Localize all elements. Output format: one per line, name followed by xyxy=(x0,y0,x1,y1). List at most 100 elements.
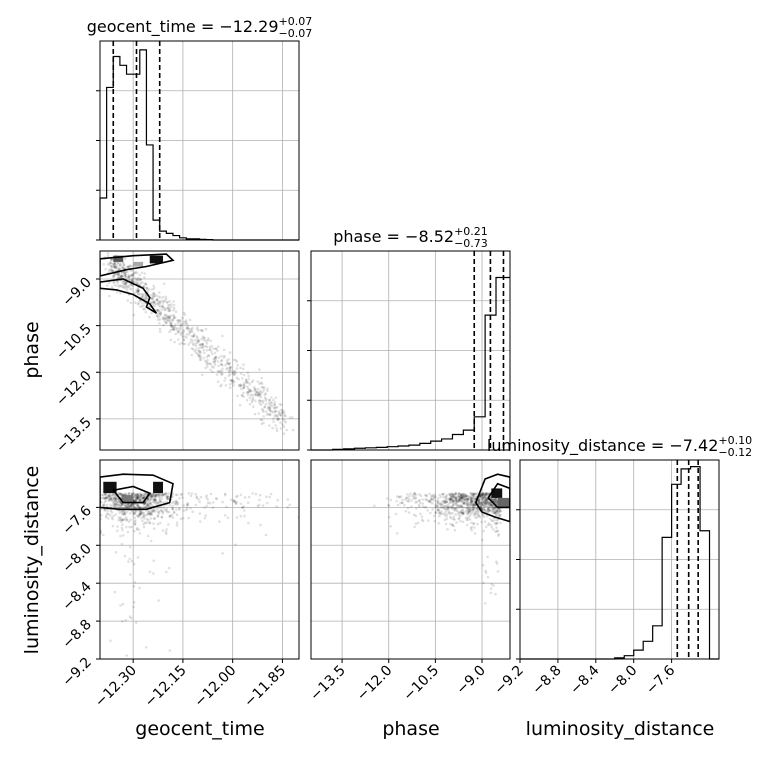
scatter-phase-luminosity_distance-point xyxy=(423,493,427,497)
scatter-geocent_time-phase-point xyxy=(165,319,169,323)
scatter-geocent_time-phase-point xyxy=(252,405,255,408)
scatter-geocent_time-luminosity_distance-point xyxy=(235,495,238,499)
scatter-geocent_time-luminosity_distance-point xyxy=(114,502,118,506)
scatter-geocent_time-phase-point xyxy=(244,378,248,382)
scatter-geocent_time-phase-point xyxy=(239,383,242,386)
scatter-phase-luminosity_distance-point xyxy=(451,496,455,499)
scatter-geocent_time-phase-point xyxy=(238,403,242,407)
scatter-geocent_time-phase-point xyxy=(266,387,269,391)
scatter-phase-luminosity_distance-point xyxy=(442,495,445,499)
scatter-geocent_time-phase-point xyxy=(270,409,273,413)
scatter-geocent_time-luminosity_distance-point xyxy=(138,494,142,497)
scatter-geocent_time-phase-point xyxy=(170,319,173,322)
scatter-geocent_time-luminosity_distance-point xyxy=(149,502,153,506)
scatter-geocent_time-phase-point xyxy=(186,322,189,326)
scatter-geocent_time-phase-point xyxy=(279,408,283,412)
scatter-geocent_time-luminosity_distance-point xyxy=(142,522,145,526)
hist-luminosity_distance: luminosity_distance = −7.42+0.10−0.12 xyxy=(487,434,752,660)
scatter-phase-luminosity_distance-point xyxy=(446,528,449,531)
scatter-geocent_time-luminosity_distance-point xyxy=(132,529,136,533)
scatter-phase-luminosity_distance-point xyxy=(449,497,453,501)
scatter-geocent_time-phase-point xyxy=(164,295,168,299)
scatter-phase-luminosity_distance-point xyxy=(456,503,460,507)
scatter-phase-luminosity_distance-point xyxy=(495,500,499,504)
scatter-geocent_time-phase-point xyxy=(151,288,154,291)
scatter-geocent_time-phase-point xyxy=(268,412,272,416)
scatter-geocent_time-luminosity_distance-point xyxy=(140,493,144,497)
scatter-geocent_time-phase-point xyxy=(143,282,147,285)
scatter-geocent_time-luminosity_distance-point xyxy=(147,503,150,507)
scatter-geocent_time-luminosity_distance-point xyxy=(258,493,262,497)
scatter-geocent_time-phase-point xyxy=(268,406,272,409)
scatter-geocent_time-luminosity_distance-point xyxy=(110,516,114,519)
scatter-geocent_time-phase-point xyxy=(127,275,131,279)
scatter-phase-luminosity_distance-point xyxy=(451,511,454,515)
scatter-geocent_time-phase-point xyxy=(178,327,181,330)
scatter-phase-luminosity_distance-point xyxy=(458,494,462,498)
scatter-geocent_time-phase-point xyxy=(181,334,184,337)
scatter-geocent_time-phase-inner xyxy=(100,251,295,435)
scatter-phase-luminosity_distance-point xyxy=(455,498,458,501)
scatter-phase-luminosity_distance-point xyxy=(421,519,425,523)
scatter-geocent_time-phase-point xyxy=(131,284,134,288)
scatter-geocent_time-luminosity_distance-point xyxy=(239,493,243,497)
scatter-phase-luminosity_distance-point xyxy=(444,495,448,499)
scatter-geocent_time-phase-point xyxy=(164,316,168,320)
scatter-geocent_time-luminosity_distance-point xyxy=(128,492,131,495)
scatter-geocent_time-luminosity_distance-point xyxy=(248,495,251,499)
hist-phase: phase = −8.52+0.21−0.73 xyxy=(307,225,511,451)
scatter-phase-luminosity_distance-point xyxy=(452,515,456,518)
scatter-geocent_time-phase-point xyxy=(164,314,167,317)
scatter-geocent_time-phase-point xyxy=(120,285,123,288)
scatter-geocent_time-luminosity_distance-point xyxy=(152,492,156,496)
scatter-phase-luminosity_distance-point xyxy=(485,502,488,506)
scatter-geocent_time-phase-point xyxy=(272,417,275,420)
scatter-geocent_time-luminosity_distance-point xyxy=(256,504,260,508)
scatter-geocent_time-luminosity_distance-point xyxy=(140,494,143,497)
scatter-phase-luminosity_distance-point xyxy=(414,514,418,518)
scatter-phase-luminosity_distance-point xyxy=(472,513,476,517)
scatter-geocent_time-phase-point xyxy=(213,351,217,355)
scatter-phase-luminosity_distance-point xyxy=(469,527,473,530)
scatter-phase-luminosity_distance-point xyxy=(490,497,494,501)
scatter-geocent_time-phase-point xyxy=(190,329,193,332)
scatter-geocent_time-phase-point xyxy=(219,362,223,366)
scatter-geocent_time-luminosity_distance-point xyxy=(264,533,268,537)
scatter-phase-luminosity_distance-point xyxy=(492,509,496,512)
scatter-geocent_time-phase-point xyxy=(208,362,211,366)
scatter-geocent_time-phase-point xyxy=(152,292,156,296)
scatter-phase-luminosity_distance-point xyxy=(483,499,487,503)
scatter-geocent_time-phase-point xyxy=(166,316,170,319)
scatter-phase-luminosity_distance-point xyxy=(423,506,427,509)
scatter-phase-luminosity_distance-point xyxy=(489,591,493,595)
scatter-phase-luminosity_distance-point xyxy=(472,492,476,496)
scatter-phase-luminosity_distance-point xyxy=(454,497,458,501)
scatter-geocent_time-luminosity_distance-point xyxy=(155,507,158,511)
hist-geocent_time-title-plus: +0.07 xyxy=(279,15,313,28)
scatter-geocent_time-phase-point xyxy=(239,372,243,376)
scatter-geocent_time-luminosity_distance-point xyxy=(181,516,185,520)
scatter-phase-luminosity_distance-point xyxy=(479,501,482,505)
scatter-geocent_time-phase-point xyxy=(241,394,244,398)
scatter-phase-luminosity_distance-point xyxy=(492,506,496,510)
scatter-phase-luminosity_distance-point xyxy=(454,492,457,496)
scatter-geocent_time-luminosity_distance-point xyxy=(154,498,157,501)
scatter-geocent_time-luminosity_distance-point xyxy=(136,493,139,497)
scatter-geocent_time-phase-point xyxy=(182,338,185,342)
scatter-geocent_time-phase-point xyxy=(110,258,113,261)
scatter-geocent_time-phase-point xyxy=(176,331,180,334)
scatter-phase-luminosity_distance xyxy=(310,459,511,660)
scatter-phase-luminosity_distance-point xyxy=(468,518,472,521)
scatter-geocent_time-phase-point xyxy=(170,324,173,328)
scatter-phase-luminosity_distance-point xyxy=(494,530,497,533)
scatter-geocent_time-phase-point xyxy=(114,266,118,270)
scatter-phase-luminosity_distance-point xyxy=(408,494,411,498)
scatter-geocent_time-phase-point xyxy=(254,399,257,403)
scatter-geocent_time-phase-point xyxy=(228,351,232,354)
scatter-phase-luminosity_distance-point xyxy=(432,495,436,499)
scatter-geocent_time-phase-point xyxy=(161,317,165,321)
scatter-geocent_time-phase-point xyxy=(153,286,156,290)
scatter-phase-luminosity_distance-point xyxy=(466,497,469,501)
scatter-geocent_time-phase-point xyxy=(116,261,120,265)
scatter-geocent_time-phase-point xyxy=(263,396,267,400)
